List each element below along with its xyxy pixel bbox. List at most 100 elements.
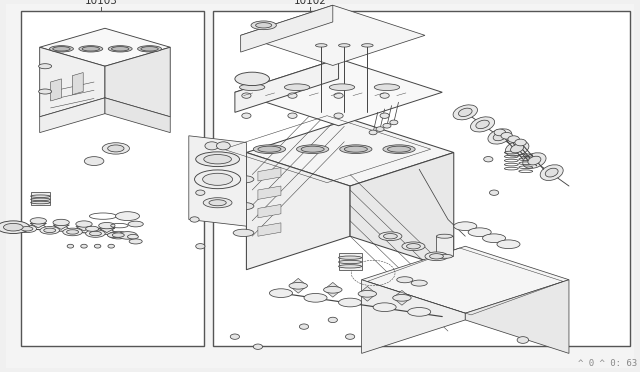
Ellipse shape (53, 219, 69, 225)
Circle shape (390, 120, 398, 125)
Ellipse shape (383, 234, 397, 239)
Circle shape (108, 244, 115, 248)
Ellipse shape (488, 129, 512, 144)
Ellipse shape (0, 221, 29, 234)
Ellipse shape (436, 234, 452, 238)
Ellipse shape (31, 195, 51, 198)
Ellipse shape (379, 232, 402, 241)
Ellipse shape (362, 44, 373, 47)
Ellipse shape (109, 231, 128, 239)
Bar (339, 253, 362, 270)
Ellipse shape (411, 280, 428, 286)
Polygon shape (395, 299, 409, 305)
Polygon shape (246, 119, 454, 186)
Ellipse shape (339, 264, 362, 268)
Text: ^ 0 ^ 0: 63: ^ 0 ^ 0: 63 (578, 359, 637, 368)
Ellipse shape (90, 231, 101, 236)
Polygon shape (246, 153, 350, 270)
Circle shape (376, 127, 384, 131)
Ellipse shape (204, 154, 232, 164)
Ellipse shape (296, 145, 329, 154)
Ellipse shape (289, 282, 307, 289)
Circle shape (196, 190, 205, 195)
Ellipse shape (111, 46, 129, 51)
Circle shape (190, 217, 199, 222)
Text: 10102: 10102 (294, 0, 327, 6)
Circle shape (288, 113, 297, 118)
Polygon shape (40, 98, 105, 133)
Ellipse shape (255, 23, 272, 28)
Polygon shape (360, 286, 374, 292)
Ellipse shape (374, 84, 399, 90)
Ellipse shape (195, 170, 241, 189)
Polygon shape (350, 153, 454, 270)
Ellipse shape (3, 224, 23, 231)
Ellipse shape (358, 291, 376, 297)
Ellipse shape (476, 120, 490, 129)
Ellipse shape (21, 227, 33, 231)
Ellipse shape (251, 21, 276, 30)
Circle shape (242, 113, 251, 118)
Text: 10103: 10103 (84, 0, 118, 6)
Polygon shape (326, 282, 340, 288)
Polygon shape (189, 136, 246, 226)
Ellipse shape (63, 228, 83, 236)
Circle shape (484, 157, 493, 162)
Ellipse shape (436, 254, 452, 258)
Circle shape (515, 139, 526, 146)
Ellipse shape (233, 202, 254, 210)
Circle shape (67, 244, 74, 248)
Ellipse shape (402, 242, 425, 251)
Circle shape (494, 129, 506, 136)
Ellipse shape (233, 229, 254, 237)
Polygon shape (360, 295, 374, 301)
Ellipse shape (468, 228, 492, 237)
Polygon shape (235, 59, 442, 126)
Ellipse shape (339, 298, 362, 307)
Ellipse shape (458, 108, 472, 116)
Circle shape (380, 113, 389, 118)
Bar (213, 11, 630, 346)
Bar (21, 11, 204, 346)
Circle shape (328, 317, 337, 323)
Ellipse shape (76, 221, 92, 227)
Ellipse shape (493, 132, 506, 141)
Ellipse shape (138, 46, 161, 52)
Circle shape (253, 344, 262, 349)
Ellipse shape (235, 72, 269, 86)
Ellipse shape (118, 232, 138, 239)
Polygon shape (291, 278, 305, 284)
Ellipse shape (209, 200, 226, 206)
Ellipse shape (511, 144, 524, 153)
Polygon shape (326, 292, 340, 297)
Circle shape (490, 190, 499, 195)
Circle shape (205, 142, 219, 150)
Polygon shape (362, 280, 465, 353)
Circle shape (383, 124, 391, 128)
Ellipse shape (344, 146, 367, 152)
Ellipse shape (52, 46, 70, 51)
Ellipse shape (373, 303, 396, 312)
Circle shape (81, 244, 87, 248)
Ellipse shape (84, 157, 104, 166)
Polygon shape (40, 47, 105, 117)
Ellipse shape (301, 146, 324, 152)
Polygon shape (53, 225, 69, 230)
Ellipse shape (406, 244, 420, 249)
Ellipse shape (269, 289, 292, 298)
Ellipse shape (429, 254, 444, 259)
Ellipse shape (339, 256, 362, 259)
Ellipse shape (31, 198, 51, 201)
Ellipse shape (383, 145, 415, 154)
Circle shape (501, 132, 513, 139)
Circle shape (334, 93, 343, 98)
Ellipse shape (82, 46, 100, 51)
Ellipse shape (253, 145, 285, 154)
Ellipse shape (31, 201, 51, 204)
Circle shape (346, 334, 355, 339)
Ellipse shape (523, 153, 546, 169)
Ellipse shape (316, 44, 327, 47)
Bar (31, 192, 51, 205)
Ellipse shape (425, 252, 448, 261)
Ellipse shape (127, 234, 138, 239)
